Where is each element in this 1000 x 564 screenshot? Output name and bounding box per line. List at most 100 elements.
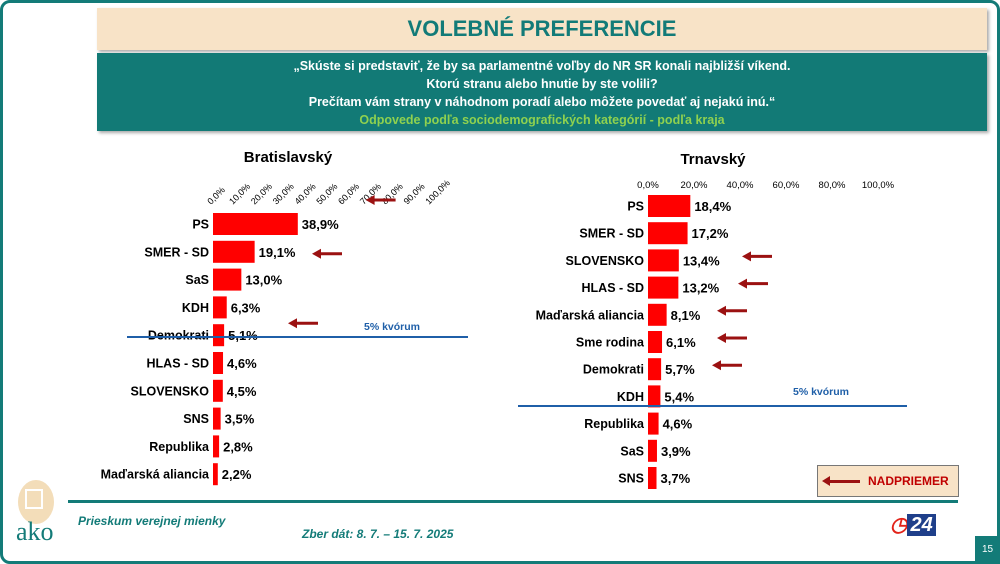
legend-label: NADPRIEMER xyxy=(868,474,949,488)
data-label: 5,4% xyxy=(664,389,694,404)
data-label: 3,9% xyxy=(661,444,691,459)
category-label: SMER - SD xyxy=(144,245,209,259)
x-tick-label: 30,0% xyxy=(271,181,296,206)
data-label: 13,2% xyxy=(682,281,719,296)
page-number: 15 xyxy=(975,536,1000,564)
bar xyxy=(213,213,298,235)
category-label: Maďarská aliancia xyxy=(101,468,210,482)
category-label: HLAS - SD xyxy=(147,357,210,371)
bar xyxy=(648,195,691,217)
x-tick-label: 0,0% xyxy=(637,180,659,191)
bar xyxy=(213,240,255,263)
x-tick-label: 40,0% xyxy=(727,180,754,191)
category-label: KDH xyxy=(182,301,209,315)
data-label: 4,5% xyxy=(227,384,257,399)
above-average-arrow-icon xyxy=(712,360,742,371)
above-average-arrow-icon xyxy=(717,333,747,343)
x-tick-label: 20,0% xyxy=(681,180,708,191)
x-tick-label: 60,0% xyxy=(773,180,800,191)
question-line: Prečítam vám strany v náhodnom poradí al… xyxy=(308,95,776,109)
category-label: SNS xyxy=(618,472,644,486)
ako-logo: ako xyxy=(12,478,62,560)
quorum-label: 5% kvórum xyxy=(364,321,420,333)
data-label: 4,6% xyxy=(227,356,257,371)
category-label: SNS xyxy=(183,412,209,426)
data-label: 3,7% xyxy=(661,471,691,486)
page-title: VOLEBNÉ PREFERENCIE xyxy=(97,8,987,50)
bar xyxy=(648,303,667,326)
bar xyxy=(648,331,663,353)
x-tick-label: 20,0% xyxy=(249,181,274,206)
category-label: HLAS - SD xyxy=(582,281,645,295)
category-label: SMER - SD xyxy=(579,227,644,241)
data-label: 6,3% xyxy=(231,300,261,315)
data-collection-dates: Zber dát: 8. 7. – 15. 7. 2025 xyxy=(302,527,454,541)
bar xyxy=(648,439,657,462)
svg-text:ako: ako xyxy=(16,517,54,546)
data-label: 8,1% xyxy=(671,308,701,323)
category-label: Republika xyxy=(584,417,645,431)
category-label: Republika xyxy=(149,440,210,454)
above-average-arrow-icon xyxy=(288,318,318,329)
quorum-label: 5% kvórum xyxy=(793,386,849,398)
x-tick-label: 40,0% xyxy=(293,181,318,206)
x-tick-label: 90,0% xyxy=(402,181,427,206)
data-label: 2,2% xyxy=(222,467,252,482)
bar xyxy=(648,276,679,299)
data-label: 5,1% xyxy=(228,328,258,343)
category-label: Sme rodina xyxy=(576,336,645,350)
bar xyxy=(213,435,220,458)
bar xyxy=(648,467,657,489)
x-tick-label: 80,0% xyxy=(380,181,405,206)
x-tick-label: 100,0% xyxy=(423,178,452,207)
x-tick-label: 50,0% xyxy=(314,181,339,206)
category-label: Demokrati xyxy=(583,363,644,377)
footer-divider xyxy=(68,500,958,503)
data-label: 13,4% xyxy=(683,253,720,268)
legend-nadpriemer: NADPRIEMER xyxy=(817,465,959,497)
above-average-arrow-icon xyxy=(738,278,768,289)
bar xyxy=(648,249,679,272)
tv24-logo: ◷ 24 xyxy=(890,512,936,537)
bar xyxy=(213,379,223,402)
bar xyxy=(213,352,224,374)
x-tick-label: 10,0% xyxy=(227,181,252,206)
data-label: 6,1% xyxy=(666,335,696,350)
data-label: 5,7% xyxy=(665,362,695,377)
category-label: PS xyxy=(627,200,644,214)
arrow-left-icon xyxy=(822,476,860,486)
bar xyxy=(213,463,218,486)
data-label: 13,0% xyxy=(245,273,282,288)
chart-title: Bratislavský xyxy=(244,149,333,166)
category-label: SaS xyxy=(185,273,209,287)
x-tick-label: 80,0% xyxy=(819,180,846,191)
category-label: SaS xyxy=(620,444,644,458)
bar xyxy=(213,268,242,291)
above-average-arrow-icon xyxy=(717,305,747,316)
above-average-arrow-icon xyxy=(365,195,396,205)
question-line: „Skúste si predstaviť, že by sa parlamen… xyxy=(293,59,791,73)
category-label: SLOVENSKO xyxy=(131,384,210,398)
category-label: SLOVENSKO xyxy=(566,254,645,268)
bar xyxy=(213,296,227,319)
data-label: 18,4% xyxy=(694,199,731,214)
bar xyxy=(648,385,661,408)
data-label: 17,2% xyxy=(692,226,729,241)
bar xyxy=(648,222,688,245)
bar xyxy=(213,324,225,347)
question-box: „Skúste si predstaviť, že by sa parlamen… xyxy=(97,53,987,131)
data-label: 2,8% xyxy=(223,439,253,454)
x-tick-label: 60,0% xyxy=(336,181,361,206)
survey-label: Prieskum verejnej mienky xyxy=(78,514,226,528)
above-average-arrow-icon xyxy=(312,248,342,259)
above-average-arrow-icon xyxy=(742,251,772,262)
x-tick-label: 0,0% xyxy=(205,185,227,207)
data-label: 3,5% xyxy=(225,412,255,427)
category-label: PS xyxy=(192,218,209,232)
data-label: 19,1% xyxy=(259,245,296,260)
category-label: KDH xyxy=(617,390,644,404)
data-label: 4,6% xyxy=(663,417,693,432)
data-label: 38,9% xyxy=(302,217,339,232)
